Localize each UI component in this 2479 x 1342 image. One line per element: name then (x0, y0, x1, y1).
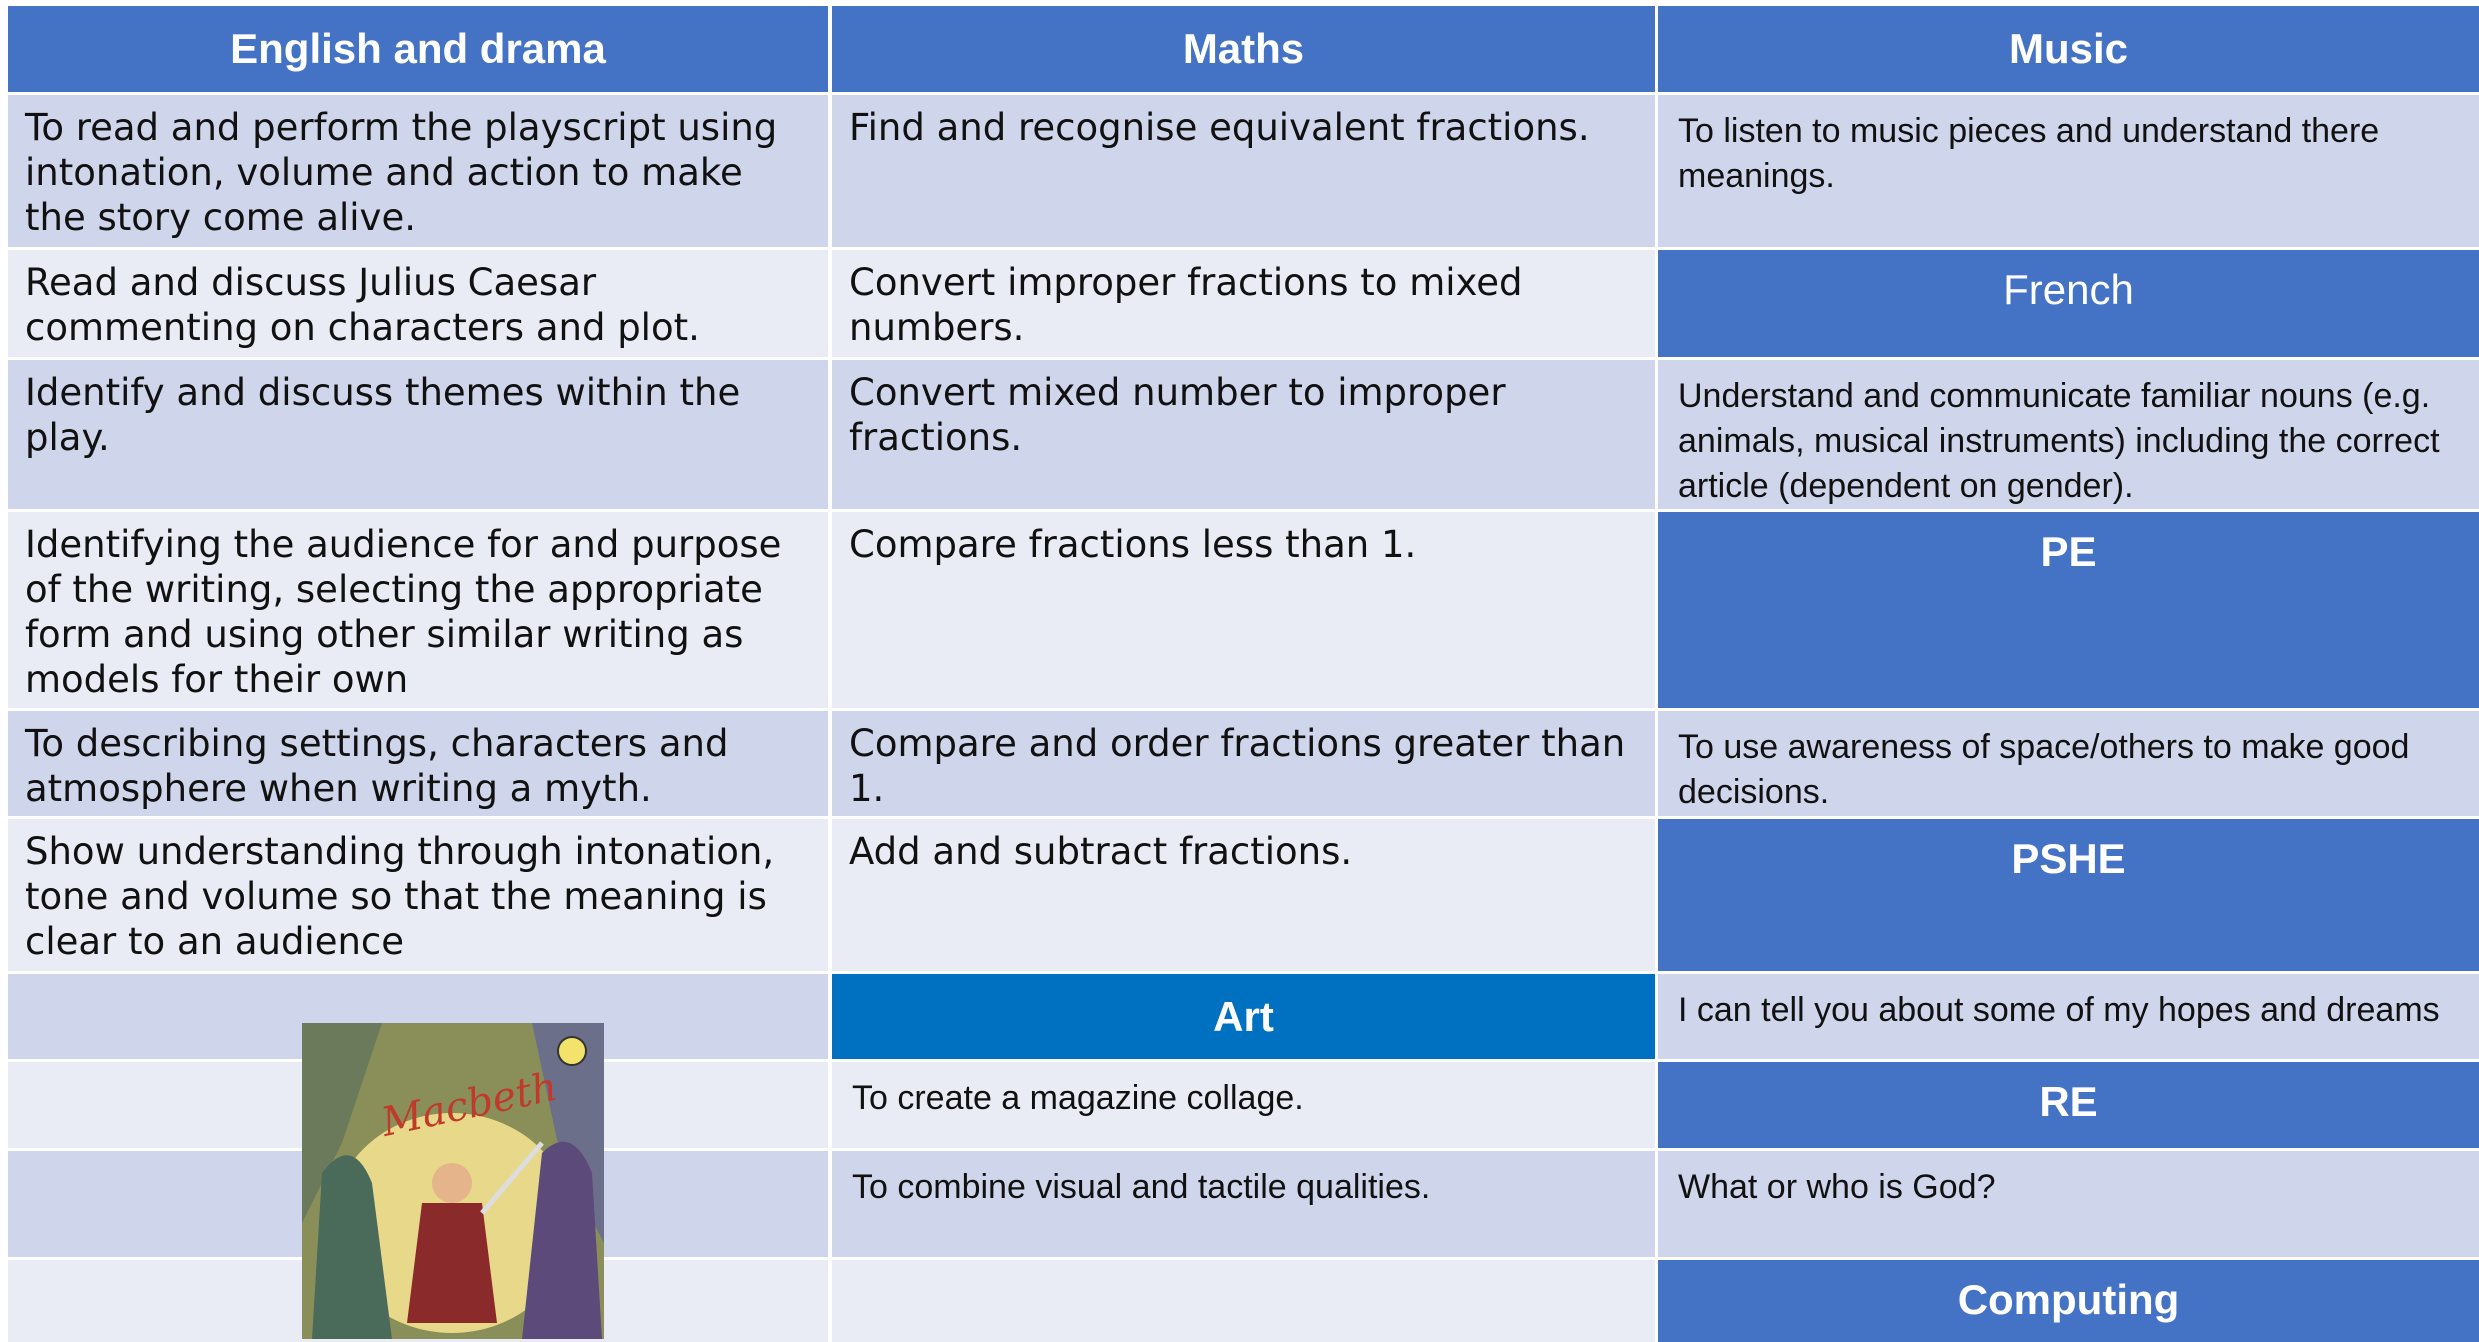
section-header: PSHE (1658, 819, 2479, 971)
section-header: PE (1658, 512, 2479, 708)
section-header: Art (832, 974, 1655, 1059)
column-header: Music (1658, 6, 2479, 92)
cell-text: To read and perform the playscript using… (8, 95, 828, 247)
cell-text: What or who is God? (1658, 1151, 2479, 1257)
section-header: Computing (1658, 1260, 2479, 1342)
cell-text: To describing settings, characters and a… (8, 711, 828, 816)
cell-text: To listen to music pieces and understand… (1658, 95, 2479, 247)
section-header: French (1658, 250, 2479, 357)
cell-text: Identify and discuss themes within the p… (8, 360, 828, 509)
cell-text: To use awareness of space/others to make… (1658, 711, 2479, 816)
cell-text: To create a magazine collage. (832, 1062, 1655, 1148)
section-header: RE (1658, 1062, 2479, 1148)
cell-text: Compare fractions less than 1. (832, 512, 1655, 708)
column-header: English and drama (8, 6, 828, 92)
cell-text: Show understanding through intonation, t… (8, 819, 828, 971)
cell-text: Read and discuss Julius Caesar commentin… (8, 250, 828, 357)
book-cover: Macbeth (302, 1023, 604, 1339)
cell-text: Add and subtract fractions. (832, 819, 1655, 971)
cell-text: To combine visual and tactile qualities. (832, 1151, 1655, 1257)
column-header: Maths (832, 6, 1655, 92)
cell-text: Compare and order fractions greater than… (832, 711, 1655, 816)
cell-empty (832, 1260, 1655, 1342)
cell-text: Understand and communicate familiar noun… (1658, 360, 2479, 509)
cell-text: Convert mixed number to improper fractio… (832, 360, 1655, 509)
cell-text: I can tell you about some of my hopes an… (1658, 974, 2479, 1059)
cell-text: Identifying the audience for and purpose… (8, 512, 828, 708)
cell-text: Find and recognise equivalent fractions. (832, 95, 1655, 247)
cell-text: Convert improper fractions to mixed numb… (832, 250, 1655, 357)
